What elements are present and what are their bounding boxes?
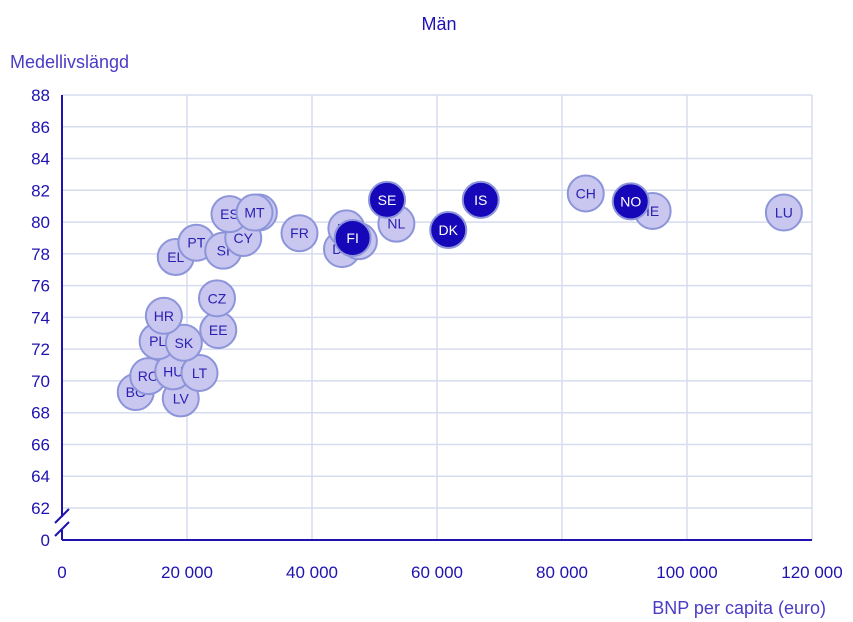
data-points: BGROLVHULTPLSKHREECZELPTSICYESITMTFRDEBE… [116, 174, 803, 418]
data-point-fr: FR [280, 214, 319, 253]
y-tick-label: 66 [31, 435, 50, 454]
y-tick-label: 72 [31, 340, 50, 359]
point-label: DK [439, 222, 459, 238]
point-label: IS [474, 192, 487, 208]
data-point-hr: HR [144, 296, 183, 335]
axis-break-mark [54, 508, 70, 524]
data-point-ch: CH [566, 174, 605, 213]
point-label: PT [187, 235, 205, 251]
point-label: CH [576, 185, 596, 201]
point-label: SK [175, 335, 194, 351]
bubble [461, 180, 500, 219]
y-tick-label: 84 [31, 150, 50, 169]
axes [54, 95, 812, 541]
y-tick-label: 82 [31, 181, 50, 200]
y-tick-label: 74 [31, 308, 50, 327]
point-label: FI [346, 230, 358, 246]
point-label: NL [387, 216, 405, 232]
bubble [368, 180, 406, 219]
point-label: FR [290, 225, 309, 241]
chart-title: Män [421, 14, 456, 34]
y-tick-label: 88 [31, 86, 50, 105]
data-point-ee: EE [199, 311, 238, 350]
tick-labels: 62 64 66 68 70 72 74 76 78 80 82 84 86 88 0 20 000 40 00… [31, 86, 843, 582]
point-label: IE [646, 203, 659, 219]
x-tick-label: 80 000 [536, 563, 588, 582]
y-axis-title: Medellivslängd [10, 52, 129, 72]
x-tick-label: 0 [57, 563, 66, 582]
point-label: MT [244, 205, 265, 221]
point-label: SE [378, 192, 397, 208]
y-tick-label: 76 [31, 277, 50, 296]
x-tick-label: 120 000 [781, 563, 842, 582]
y-tick-label: 70 [31, 372, 50, 391]
x-tick-label: 20 000 [161, 563, 213, 582]
data-point-lu: LU [764, 193, 803, 232]
point-label: RO [138, 368, 159, 384]
point-label: LV [173, 390, 190, 406]
data-point-sk: SK [164, 323, 203, 362]
x-tick-label: 40 000 [286, 563, 338, 582]
bubble [164, 323, 203, 362]
data-point-cz: CZ [198, 279, 236, 318]
y-tick-label: 62 [31, 499, 50, 518]
bubble [333, 218, 372, 257]
point-label: HR [154, 308, 174, 324]
y-break-tick-label: 0 [41, 531, 50, 550]
data-point-lt: LT [180, 353, 219, 392]
data-point-no: NO [611, 182, 650, 221]
bubble [566, 174, 605, 213]
y-tick-label: 86 [31, 118, 50, 137]
point-label: LU [775, 205, 793, 221]
y-tick-label: 64 [31, 467, 50, 486]
x-axis-title: BNP per capita (euro) [652, 598, 826, 618]
point-label: NO [620, 193, 641, 209]
x-tick-label: 100 000 [656, 563, 717, 582]
x-tick-label: 60 000 [411, 563, 463, 582]
y-tick-label: 78 [31, 245, 50, 264]
point-label: PL [149, 333, 166, 349]
data-point-is: IS [461, 180, 500, 219]
point-label: EL [167, 249, 184, 265]
point-label: ES [220, 206, 239, 222]
y-tick-label: 68 [31, 404, 50, 423]
y-tick-label: 80 [31, 213, 50, 232]
point-label: LT [192, 365, 208, 381]
axis-break-mark [54, 521, 70, 537]
data-point-fi: FI [333, 218, 372, 257]
bubble [611, 182, 650, 221]
data-point-se: SE [368, 180, 406, 219]
bubble [280, 214, 319, 253]
data-point-dk: DK [429, 211, 468, 250]
bubble [198, 279, 236, 318]
point-label: EE [209, 322, 228, 338]
point-label: CY [234, 230, 254, 246]
point-label: CZ [208, 290, 227, 306]
bubble [180, 353, 219, 392]
bubble [235, 193, 274, 232]
data-point-mt: MT [235, 193, 274, 232]
point-label: HU [163, 363, 183, 379]
bubble [764, 193, 803, 232]
bubble [429, 211, 468, 250]
bubble [144, 296, 183, 335]
